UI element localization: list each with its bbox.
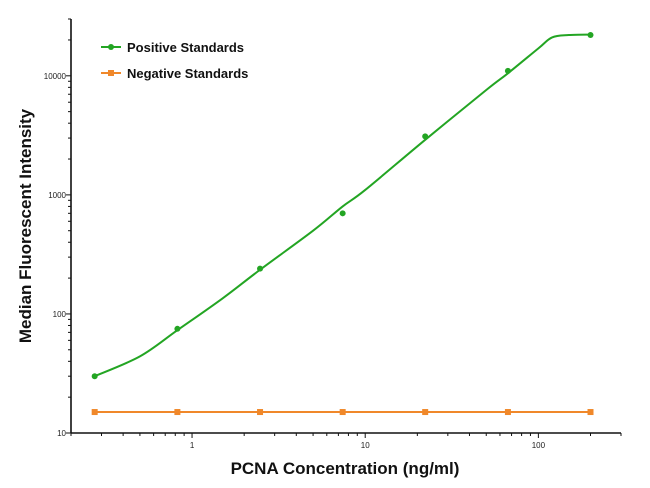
series-positive-standards — [91, 32, 594, 380]
data-point — [422, 133, 429, 140]
x-tick-label: 1 — [190, 441, 195, 450]
data-point — [257, 409, 264, 416]
x-axis-title: PCNA Concentration (ng/ml) — [231, 459, 460, 478]
data-point — [504, 409, 511, 416]
legend-label: Positive Standards — [127, 40, 244, 55]
legend-marker — [108, 70, 114, 76]
data-point — [339, 409, 346, 416]
y-tick-label: 100 — [53, 310, 67, 319]
x-tick-label: 10 — [361, 441, 370, 450]
y-tick-label: 10 — [57, 429, 66, 438]
legend-item-positive-standards: Positive Standards — [101, 40, 244, 55]
x-tick-label: 100 — [532, 441, 546, 450]
axes: 10 100 1000 10000 1 10 100 — [44, 18, 622, 450]
y-axis-title: Median Fluorescent Intensity — [16, 108, 35, 343]
legend: Positive Standards Negative Standards — [101, 40, 248, 81]
data-point — [257, 265, 264, 272]
data-point — [587, 409, 594, 416]
data-point — [504, 67, 511, 74]
series-negative-standards — [91, 409, 594, 416]
legend-marker — [108, 44, 114, 50]
y-tick-label: 10000 — [44, 72, 67, 81]
data-point — [91, 409, 98, 416]
data-point — [587, 32, 594, 39]
legend-item-negative-standards: Negative Standards — [101, 66, 248, 81]
y-tick-label: 1000 — [48, 191, 66, 200]
data-point — [91, 373, 98, 380]
data-point — [422, 409, 429, 416]
legend-label: Negative Standards — [127, 66, 248, 81]
data-point — [174, 325, 181, 332]
plot-area — [91, 32, 594, 416]
fit-curve-positive-standards — [94, 33, 591, 378]
data-point — [339, 210, 346, 217]
data-point — [174, 409, 181, 416]
